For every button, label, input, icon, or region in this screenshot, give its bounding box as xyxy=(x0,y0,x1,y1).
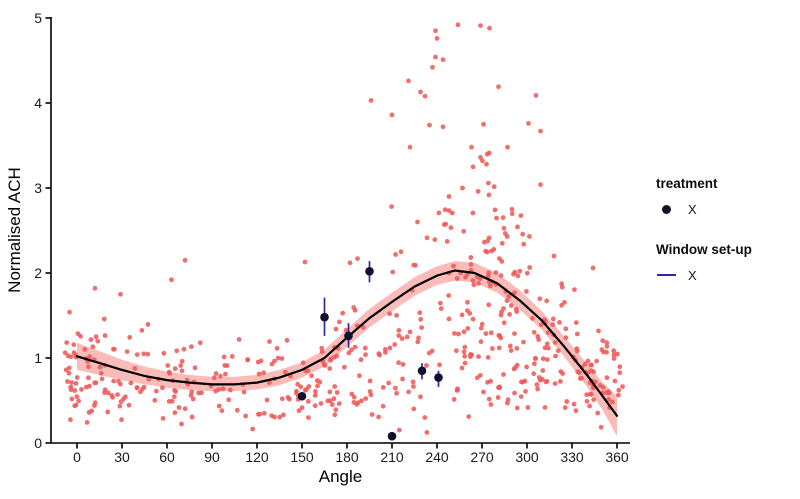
y-tick-label: 3 xyxy=(34,180,42,196)
x-tick-label: 270 xyxy=(470,449,494,465)
legend-treatment-item-label: X xyxy=(688,201,697,217)
x-tick-label: 330 xyxy=(560,449,584,465)
treatment-point xyxy=(434,373,443,382)
x-tick-label: 210 xyxy=(380,449,404,465)
scatter-points xyxy=(62,22,625,435)
x-tick-label: 150 xyxy=(290,449,314,465)
treatment-point xyxy=(365,267,374,276)
window-line-icon xyxy=(656,274,676,276)
treatment-point xyxy=(320,312,329,322)
confidence-band xyxy=(77,261,617,437)
legend-window-item: X xyxy=(656,266,796,284)
x-tick-label: 30 xyxy=(114,449,130,465)
x-axis-title: Angle xyxy=(319,467,362,486)
x-tick-label: 90 xyxy=(204,449,220,465)
x-tick-label: 300 xyxy=(515,449,539,465)
y-tick-label: 5 xyxy=(34,10,42,26)
x-tick-label: 240 xyxy=(425,449,449,465)
x-tick-label: 60 xyxy=(159,449,175,465)
legend-window-title: Window set-up xyxy=(656,242,752,257)
treatment-point-icon xyxy=(661,204,671,214)
axis-labels: 0 30 60 90 120 150 180 210 240 270 300 330 360 0 1 2 3 4 5… xyxy=(5,10,629,486)
window-key-slot xyxy=(656,274,676,276)
x-tick-label: 180 xyxy=(335,449,359,465)
y-tick-label: 2 xyxy=(34,265,42,281)
treatment-point xyxy=(297,391,307,401)
treatment-point xyxy=(417,366,427,376)
legend-treatment-title: treatment xyxy=(656,176,718,191)
treatment-key-slot xyxy=(656,204,676,214)
x-tick-label: 360 xyxy=(605,449,629,465)
y-tick-label: 4 xyxy=(34,95,42,111)
treatment-series xyxy=(297,261,443,441)
treatment-point xyxy=(387,431,397,441)
y-axis-title: Normalised ACH xyxy=(5,167,24,293)
y-tick-label: 1 xyxy=(34,350,42,366)
x-tick-label: 120 xyxy=(245,449,269,465)
legend-treatment-item: X xyxy=(656,200,796,218)
y-tick-label: 0 xyxy=(34,435,42,451)
legend-window-item-label: X xyxy=(688,267,697,283)
x-tick-label: 0 xyxy=(73,449,81,465)
axes xyxy=(45,17,630,449)
smooth-line xyxy=(75,269,619,417)
treatment-point xyxy=(344,331,353,341)
legend: treatment X Window set-up X xyxy=(656,176,796,284)
